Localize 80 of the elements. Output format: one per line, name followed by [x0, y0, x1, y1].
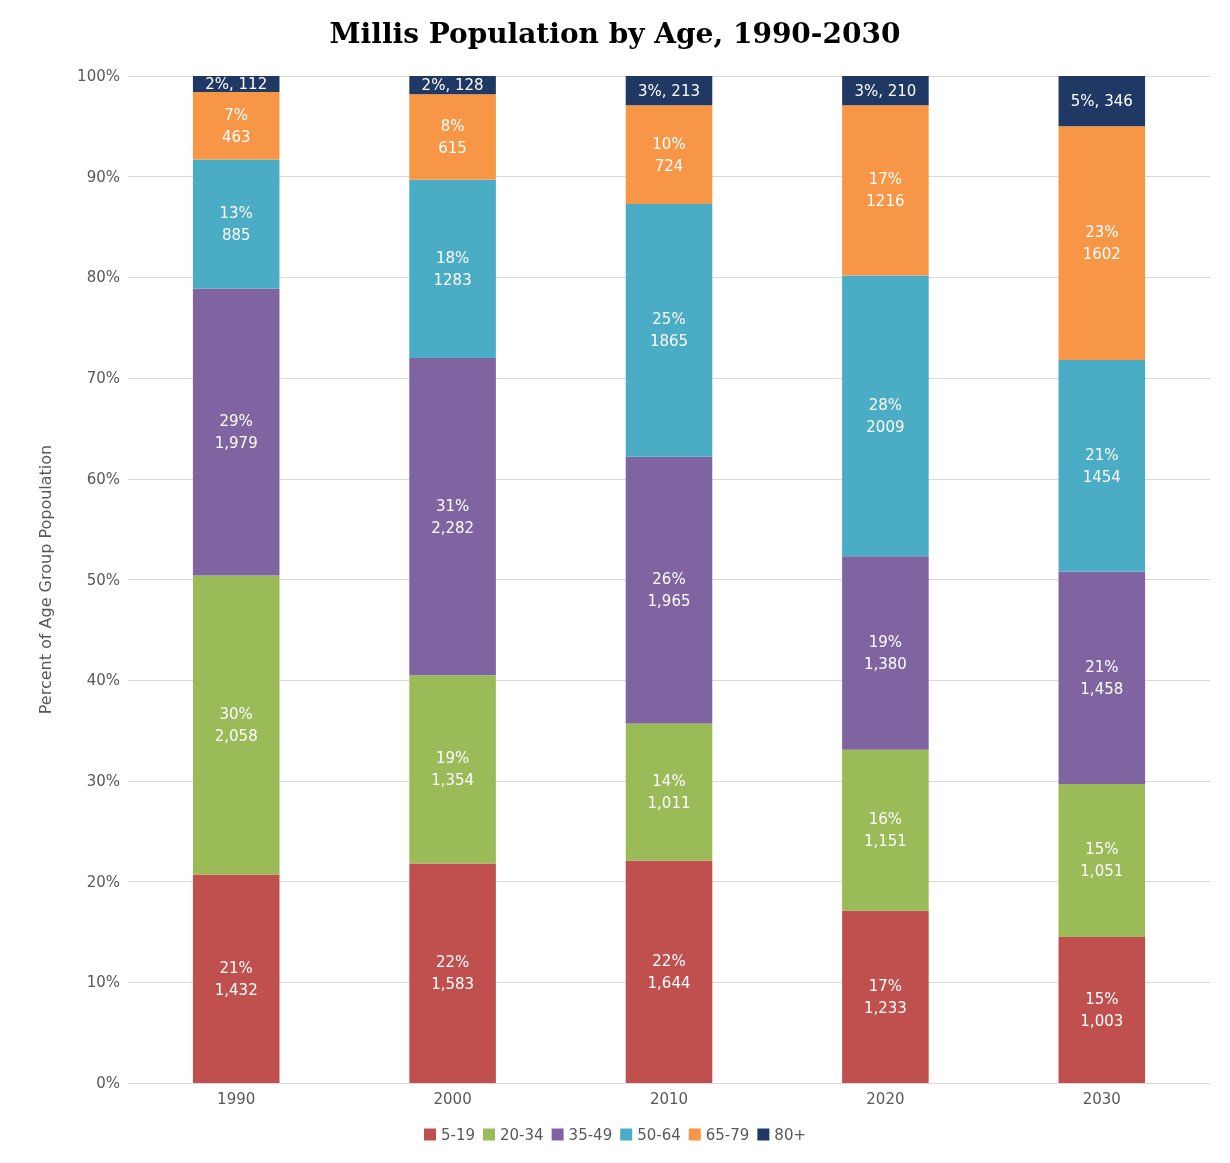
y-tick-label: 70% [86, 369, 120, 388]
y-tick-label: 60% [86, 469, 120, 488]
data-label: 17% 1,233 [863, 976, 907, 1017]
data-label: 25% 1865 [649, 310, 689, 351]
bar [1058, 571, 1146, 784]
bar [625, 723, 713, 861]
bar [842, 910, 929, 1083]
data-label: 31% 2,282 [431, 496, 475, 537]
bar [192, 288, 280, 576]
bar [409, 863, 496, 1083]
bar [192, 92, 280, 160]
bar [842, 105, 929, 276]
bar [192, 159, 280, 289]
data-label: 2%, 128 [421, 76, 484, 95]
data-label: 10% 724 [652, 134, 686, 175]
bar [1058, 936, 1146, 1083]
data-label: 15% 1,003 [1080, 989, 1124, 1030]
x-tick-label: 2020 [866, 1089, 905, 1108]
bar [192, 575, 280, 875]
bar [625, 105, 713, 204]
chart-title: Millis Population by Age, 1990-2030 [329, 16, 901, 50]
data-label: 8% 615 [438, 116, 467, 157]
legend-label: 50-64 [637, 1125, 681, 1144]
y-tick-label: 40% [86, 671, 120, 690]
bar [409, 94, 496, 180]
data-label: 15% 1,051 [1080, 840, 1124, 881]
bar [1058, 359, 1146, 572]
bar [625, 860, 713, 1083]
y-tick-label: 90% [86, 167, 120, 186]
data-label: 23% 1602 [1082, 223, 1121, 264]
data-label: 22% 1,644 [647, 951, 691, 992]
bar [842, 556, 929, 750]
bar [625, 203, 713, 457]
legend-label: 80+ [774, 1125, 807, 1144]
x-tick-label: 1990 [217, 1089, 256, 1108]
y-tick-label: 0% [96, 1074, 120, 1092]
legend-label: 20-34 [500, 1125, 544, 1144]
bar [1058, 76, 1146, 127]
legend-label: 35-49 [568, 1125, 613, 1144]
legend-label: 5-19 [440, 1125, 476, 1144]
data-label: 19% 1,380 [863, 633, 907, 674]
y-tick-label: 20% [86, 872, 120, 891]
data-label: 13% 885 [219, 204, 253, 245]
x-tick-label: 2030 [1082, 1089, 1121, 1108]
bar [1058, 783, 1146, 937]
bar [1058, 126, 1146, 360]
bar [409, 357, 496, 676]
bar [192, 874, 280, 1083]
data-label: 17% 1216 [866, 170, 905, 211]
y-tick-label: 50% [86, 570, 120, 589]
y-tick-label: 80% [86, 268, 120, 287]
data-label: 16% 1,151 [863, 810, 907, 851]
data-label: 21% 1454 [1082, 445, 1121, 486]
bar [842, 749, 929, 911]
data-label: 18% 1283 [433, 248, 472, 289]
bar [842, 275, 929, 557]
data-label: 3%, 210 [854, 81, 917, 100]
x-tick-label: 2010 [649, 1089, 689, 1108]
data-label: 21% 1,458 [1080, 657, 1124, 698]
data-label: 2%, 112 [205, 75, 268, 94]
legend-label: 65-79 [705, 1125, 750, 1144]
y-tick-label: 10% [86, 973, 120, 992]
data-label: 19% 1,354 [431, 749, 475, 790]
data-label: 30% 2,058 [214, 705, 258, 746]
data-label: 3%, 213 [638, 81, 700, 100]
data-label: 29% 1,979 [214, 411, 258, 452]
data-label: 21% 1,432 [214, 958, 258, 999]
data-label: 14% 1,011 [647, 771, 691, 812]
data-label: 28% 2009 [866, 395, 905, 436]
data-label: 22% 1,583 [431, 953, 475, 994]
y-tick-label: 30% [86, 771, 120, 790]
x-tick-label: 2000 [433, 1089, 472, 1108]
data-label: 26% 1,965 [647, 570, 691, 611]
data-label: 5%, 346 [1070, 92, 1133, 111]
y-tick-label: 100% [77, 67, 120, 85]
bar [409, 675, 496, 864]
bar [625, 456, 713, 724]
data-label: 7% 463 [221, 105, 251, 146]
bar [409, 179, 496, 358]
y-axis-title: Percent of Age Group Popoulation [35, 444, 55, 715]
